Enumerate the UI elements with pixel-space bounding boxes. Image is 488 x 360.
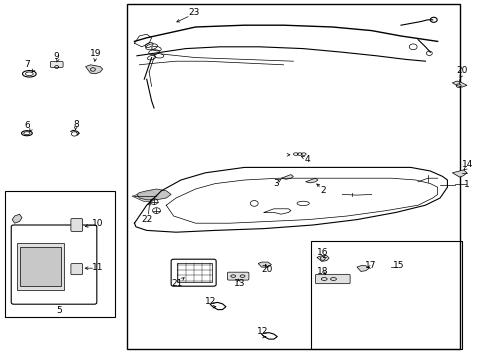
Text: 21: 21: [171, 279, 183, 288]
Text: 7: 7: [24, 60, 30, 69]
Text: 14: 14: [461, 160, 473, 169]
Text: 6: 6: [24, 121, 30, 130]
FancyBboxPatch shape: [227, 272, 248, 280]
Polygon shape: [316, 256, 328, 261]
Bar: [177, 263, 212, 282]
Bar: [17, 243, 63, 290]
Text: 20: 20: [455, 66, 467, 76]
Text: 12: 12: [204, 297, 216, 306]
Text: 2: 2: [319, 186, 325, 195]
Polygon shape: [12, 214, 22, 223]
Polygon shape: [451, 81, 466, 87]
Bar: [310, 241, 461, 349]
FancyBboxPatch shape: [50, 62, 63, 67]
Polygon shape: [451, 170, 466, 177]
Polygon shape: [281, 175, 293, 179]
Text: 13: 13: [233, 279, 245, 288]
Text: 20: 20: [261, 266, 272, 275]
Text: 18: 18: [316, 267, 327, 276]
Text: 22: 22: [141, 215, 152, 224]
Text: 4: 4: [304, 155, 309, 163]
Text: 23: 23: [187, 9, 199, 18]
Text: 11: 11: [92, 263, 103, 272]
Polygon shape: [305, 178, 317, 183]
FancyBboxPatch shape: [71, 264, 82, 275]
Bar: [20, 247, 61, 286]
Bar: [127, 4, 459, 349]
Text: 5: 5: [56, 306, 61, 315]
Polygon shape: [137, 189, 171, 200]
Bar: [5, 191, 115, 317]
Polygon shape: [356, 266, 368, 271]
Text: 17: 17: [364, 261, 376, 270]
Polygon shape: [85, 65, 102, 74]
Text: 12: 12: [257, 327, 268, 336]
Text: 1: 1: [463, 180, 469, 189]
Text: 3: 3: [273, 179, 279, 188]
FancyBboxPatch shape: [71, 219, 82, 231]
Text: 19: 19: [89, 49, 101, 58]
Text: 9: 9: [53, 53, 59, 62]
Polygon shape: [132, 191, 159, 202]
Text: 10: 10: [92, 220, 103, 229]
Text: 15: 15: [392, 261, 404, 270]
Text: 8: 8: [73, 120, 79, 129]
FancyBboxPatch shape: [315, 274, 349, 284]
Polygon shape: [258, 262, 271, 267]
Text: 16: 16: [316, 248, 327, 257]
